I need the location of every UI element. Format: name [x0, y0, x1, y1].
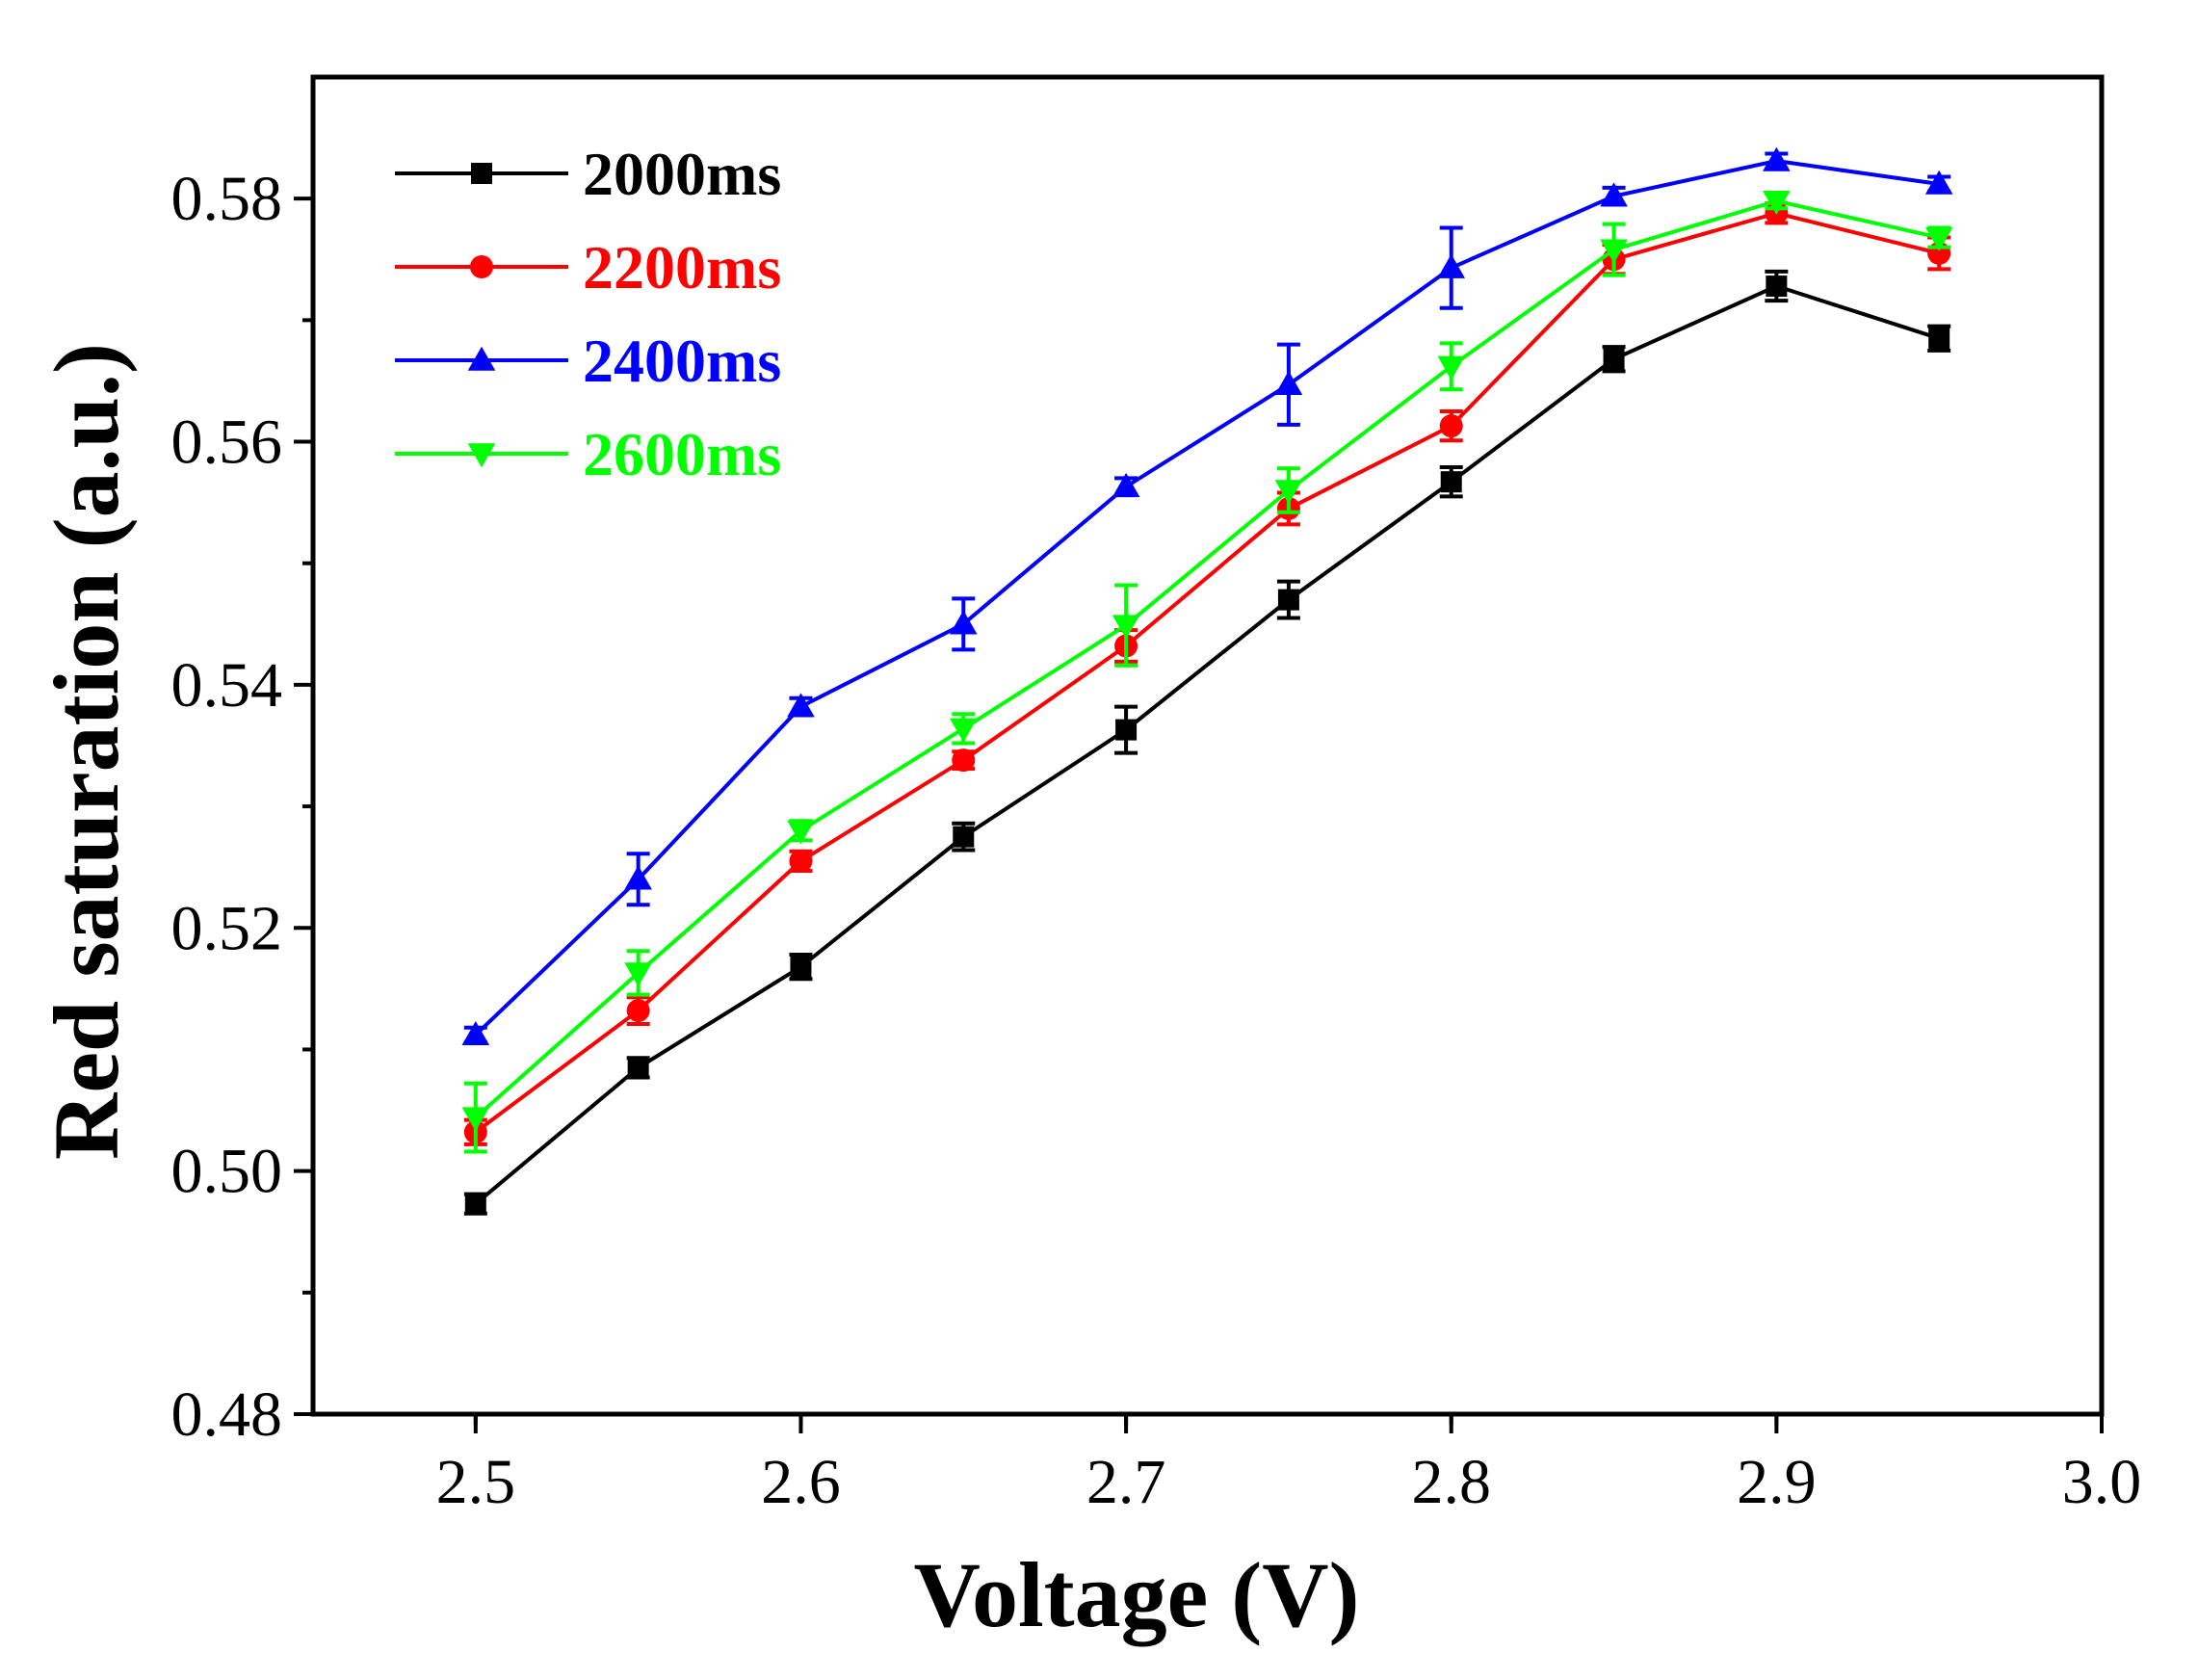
y-axis: 0.48 0.50 0.52 0.54 0.56 0.58	[171, 164, 313, 1450]
x-axis-title: Voltage (V)	[913, 1543, 1359, 1646]
y-tick-label: 0.54	[171, 650, 283, 721]
legend-marker	[470, 255, 493, 278]
data-point	[464, 1193, 486, 1215]
data-point	[1277, 589, 1299, 611]
data-point	[952, 748, 976, 773]
data-point	[789, 849, 813, 873]
y-axis-title: Red saturation (a.u.)	[35, 343, 138, 1160]
plot-area	[310, 74, 2105, 1417]
data-point	[1928, 328, 1950, 350]
y-tick-label: 0.52	[171, 893, 283, 963]
x-tick-label: 2.5	[436, 1447, 516, 1517]
legend-item-2200ms: 2200ms	[395, 233, 781, 302]
data-point	[953, 826, 975, 848]
series-line	[474, 159, 1940, 1037]
legend: 2000ms 2200ms 2400ms 2600ms	[395, 140, 781, 488]
legend-label: 2600ms	[583, 420, 781, 488]
data-point	[787, 820, 815, 845]
x-tick-label: 2.9	[1737, 1447, 1817, 1517]
x-tick-label: 2.7	[1086, 1447, 1166, 1517]
legend-item-2600ms: 2600ms	[395, 420, 781, 488]
data-point	[1274, 370, 1303, 395]
x-axis: 2.5 2.6 2.7 2.8 2.9 3.0	[436, 1414, 2142, 1517]
x-tick-label: 2.6	[761, 1447, 841, 1517]
data-point	[1440, 471, 1462, 493]
data-point	[1437, 253, 1466, 278]
data-point	[1924, 170, 1953, 195]
data-point	[626, 999, 650, 1023]
legend-label: 2400ms	[583, 327, 781, 395]
y-tick-label: 0.48	[171, 1379, 283, 1450]
data-point	[949, 718, 978, 743]
legend-label: 2000ms	[583, 140, 781, 208]
data-point	[1600, 239, 1628, 264]
legend-marker	[467, 443, 496, 468]
data-point	[461, 1107, 490, 1132]
data-point	[1603, 348, 1625, 370]
data-point	[461, 1021, 490, 1046]
data-point	[1437, 355, 1466, 381]
legend-marker	[467, 346, 496, 371]
legend-item-2400ms: 2400ms	[395, 327, 781, 395]
series-layer	[461, 146, 1953, 1216]
legend-item-2000ms: 2000ms	[395, 140, 781, 208]
legend-marker	[471, 163, 492, 184]
legend-label: 2200ms	[583, 233, 781, 302]
data-point	[1766, 276, 1788, 298]
y-tick-label: 0.56	[171, 407, 283, 478]
series-line	[474, 198, 1940, 1119]
data-point	[1112, 472, 1140, 497]
data-point	[1763, 190, 1791, 216]
series-line	[474, 283, 1940, 1206]
x-tick-label: 3.0	[2062, 1447, 2142, 1517]
data-point	[1439, 414, 1463, 438]
x-tick-label: 2.8	[1411, 1447, 1491, 1517]
data-point	[787, 693, 815, 718]
data-point	[624, 865, 652, 890]
y-tick-label: 0.50	[171, 1137, 283, 1207]
series-line	[474, 211, 1940, 1134]
data-point	[624, 962, 652, 987]
series-2400ms	[461, 146, 1953, 1046]
data-point	[1112, 615, 1140, 640]
data-point	[1274, 480, 1303, 505]
data-point	[1115, 719, 1138, 741]
plot-frame	[310, 74, 2105, 1417]
data-point	[1763, 146, 1791, 171]
data-point	[1924, 226, 1953, 251]
data-point	[627, 1057, 649, 1079]
data-point	[949, 610, 978, 635]
series-2000ms	[463, 269, 1951, 1216]
data-point	[790, 956, 812, 978]
series-2600ms	[461, 190, 1953, 1154]
data-point	[1600, 182, 1628, 207]
y-tick-label: 0.58	[171, 164, 283, 234]
